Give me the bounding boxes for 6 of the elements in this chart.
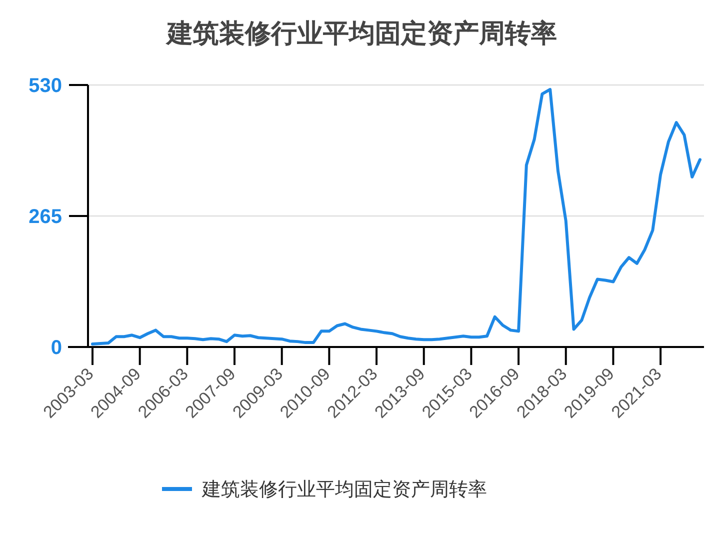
y-tick-label: 0 (50, 337, 62, 359)
legend-label: 建筑装修行业平均固定资产周转率 (201, 478, 487, 501)
chart-title: 建筑装修行业平均固定资产周转率 (165, 18, 557, 48)
line-series (91, 88, 702, 346)
y-tick-label: 530 (28, 75, 62, 97)
y-tick-label: 265 (28, 206, 62, 228)
